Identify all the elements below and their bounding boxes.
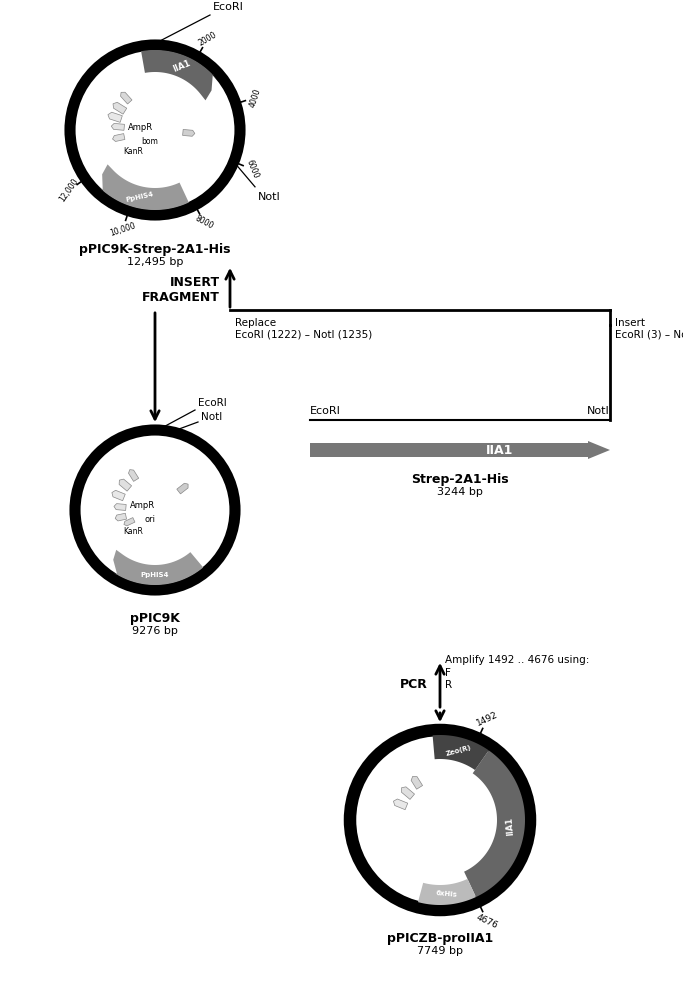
Polygon shape [111,123,124,130]
Polygon shape [128,470,139,481]
Text: PpHIS4: PpHIS4 [141,572,169,578]
Circle shape [78,433,232,587]
Text: 6xHis: 6xHis [435,890,458,898]
Text: KanR: KanR [123,147,143,156]
Text: EcoRI: EcoRI [310,406,341,416]
Text: ori: ori [145,516,156,524]
Polygon shape [97,164,189,210]
Text: PpHIS4: PpHIS4 [126,191,154,203]
Polygon shape [124,518,135,526]
Polygon shape [112,490,125,501]
Text: bom: bom [141,137,158,146]
Polygon shape [402,787,415,799]
Text: IIA1: IIA1 [171,59,192,74]
Text: EcoRI: EcoRI [198,398,227,408]
Polygon shape [182,129,195,136]
Polygon shape [113,134,125,141]
Text: EcoRI: EcoRI [213,2,244,12]
Polygon shape [418,879,476,905]
Text: Insert
EcoRI (3) – NotI (3235): Insert EcoRI (3) – NotI (3235) [615,318,683,340]
Text: pPIC9K-Strep-2A1-His: pPIC9K-Strep-2A1-His [79,243,231,256]
Polygon shape [393,799,408,810]
Polygon shape [432,735,489,770]
Text: 4000: 4000 [247,87,262,108]
Polygon shape [119,479,132,491]
Text: 6000: 6000 [245,159,260,180]
Polygon shape [113,102,127,114]
Polygon shape [111,550,204,585]
Text: 3244 bp: 3244 bp [437,487,483,497]
Text: IIA1: IIA1 [486,444,514,456]
Text: INSERT
FRAGMENT: INSERT FRAGMENT [142,276,220,304]
Polygon shape [177,483,188,494]
Text: R: R [445,680,452,690]
Text: Amplify 1492 .. 4676 using:: Amplify 1492 .. 4676 using: [445,655,589,665]
Polygon shape [464,750,525,897]
Text: NotI: NotI [587,406,610,416]
Text: KanR: KanR [123,528,143,536]
Polygon shape [310,441,610,459]
Text: NotI: NotI [201,412,222,422]
Text: NotI: NotI [258,192,281,202]
Text: 12,000: 12,000 [57,177,81,204]
Text: 1492: 1492 [475,710,499,727]
Circle shape [73,48,237,212]
Text: 4676: 4676 [475,913,499,930]
Text: IIA1: IIA1 [505,817,515,836]
Text: PCR: PCR [400,678,428,692]
Text: Replace
EcoRI (1222) – NotI (1235): Replace EcoRI (1222) – NotI (1235) [235,318,372,340]
Text: 10,000: 10,000 [109,221,137,238]
Circle shape [354,734,527,906]
Text: Strep-2A1-His: Strep-2A1-His [411,473,509,486]
Text: 2000: 2000 [197,30,218,48]
Polygon shape [108,112,122,122]
Text: 9276 bp: 9276 bp [132,626,178,636]
Polygon shape [121,92,132,104]
Text: pPICZB-proIIA1: pPICZB-proIIA1 [387,932,493,945]
Polygon shape [141,50,218,100]
Text: Zeo(R): Zeo(R) [445,744,472,757]
Text: 8000: 8000 [193,214,215,231]
Text: AmpR: AmpR [130,500,156,510]
Polygon shape [114,504,126,510]
Text: 12,495 bp: 12,495 bp [127,257,183,267]
Polygon shape [411,776,423,789]
Polygon shape [115,513,126,521]
Text: 7749 bp: 7749 bp [417,946,463,956]
Text: AmpR: AmpR [128,123,152,132]
Text: F: F [445,668,451,678]
Text: pPIC9K: pPIC9K [130,612,180,625]
